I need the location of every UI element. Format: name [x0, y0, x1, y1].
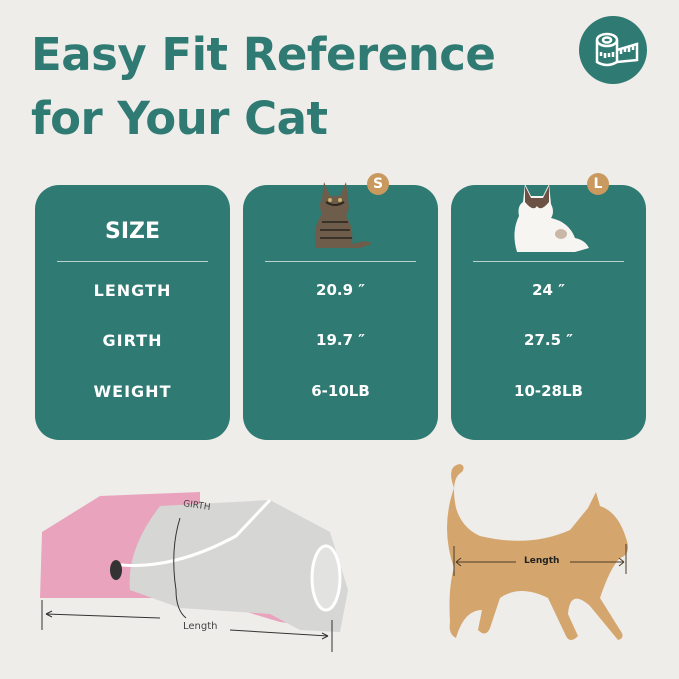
size-l-girth: 27.5 ″ — [524, 331, 573, 349]
ragdoll-cat-image — [514, 184, 589, 252]
divider — [265, 261, 416, 262]
size-l-card: 24 ″ 27.5 ″ 10-28LB — [451, 185, 646, 440]
page-title-line1: Easy Fit Reference — [31, 28, 496, 81]
size-s-length: 20.9 ″ — [316, 281, 365, 299]
tabby-cat-image — [314, 182, 372, 248]
recovery-suit-diagram — [40, 492, 348, 652]
size-l-length: 24 ″ — [532, 281, 565, 299]
size-s-weight: 6-10LB — [311, 382, 370, 400]
divider — [57, 261, 208, 262]
size-label-card: SIZE LENGTH GIRTH WEIGHT — [35, 185, 230, 440]
length-label: LENGTH — [93, 281, 172, 300]
size-s-badge: S — [367, 173, 389, 195]
cat-length-label: Length — [524, 556, 560, 566]
weight-label: WEIGHT — [93, 382, 172, 401]
size-s-girth: 19.7 ″ — [316, 331, 365, 349]
girth-label: GIRTH — [102, 331, 163, 350]
cat-silhouette-diagram — [447, 464, 628, 640]
divider — [473, 261, 624, 262]
measuring-tape-icon — [579, 16, 647, 84]
size-l-weight: 10-28LB — [514, 382, 583, 400]
size-l-badge: L — [587, 173, 609, 195]
garment-length-label: Length — [183, 621, 218, 632]
size-header: SIZE — [104, 219, 160, 244]
page-title-line2: for Your Cat — [31, 92, 328, 145]
